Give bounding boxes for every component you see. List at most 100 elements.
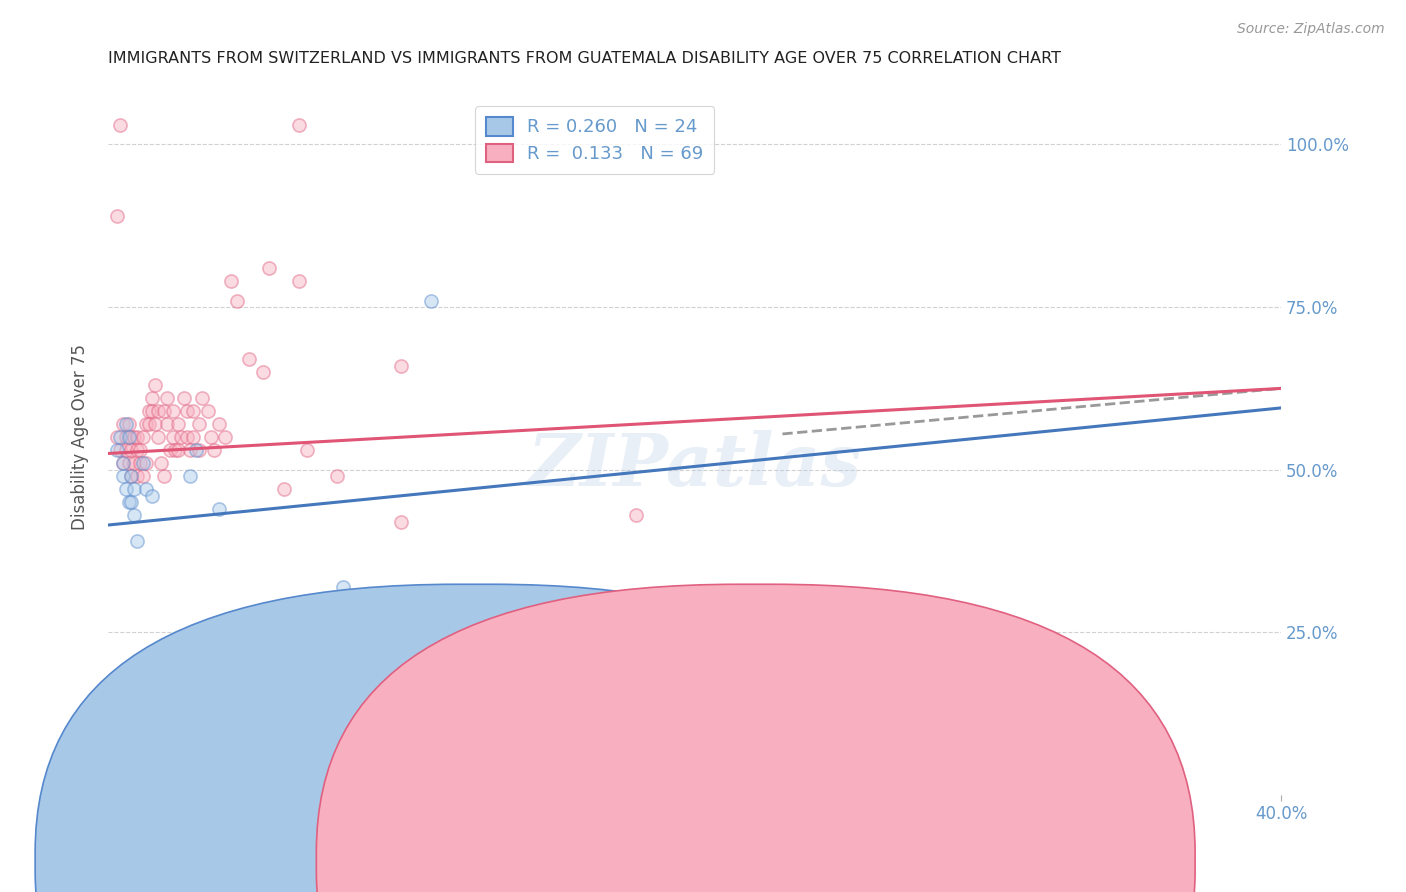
Point [162, 430, 184, 444]
Point [132, 456, 155, 470]
Point [141, 489, 163, 503]
Legend: R = 0.260   N = 24, R =  0.133   N = 69: R = 0.260 N = 24, R = 0.133 N = 69 [475, 106, 714, 174]
Point [117, 456, 139, 470]
Point [146, 430, 169, 444]
Point [176, 430, 198, 444]
Point [114, 417, 136, 432]
Point [117, 430, 139, 444]
Point [273, 639, 295, 653]
Point [138, 404, 160, 418]
Point [508, 639, 530, 653]
Point [117, 417, 139, 432]
Point [311, 639, 333, 653]
Point [287, 118, 309, 132]
Point [162, 404, 184, 418]
Point [143, 417, 166, 432]
Point [297, 443, 319, 458]
Point [184, 443, 207, 458]
Point [111, 456, 134, 470]
Point [146, 404, 169, 418]
Point [143, 378, 166, 392]
Point [111, 456, 134, 470]
Point [114, 430, 136, 444]
Point [105, 443, 128, 458]
Text: IMMIGRANTS FROM SWITZERLAND VS IMMIGRANTS FROM GUATEMALA DISABILITY AGE OVER 75 : IMMIGRANTS FROM SWITZERLAND VS IMMIGRANT… [108, 51, 1062, 66]
Point [156, 417, 179, 432]
Point [654, 632, 676, 646]
Point [176, 404, 198, 418]
Point [287, 274, 309, 288]
Point [273, 482, 295, 496]
Point [120, 430, 142, 444]
Point [187, 417, 209, 432]
Point [197, 404, 219, 418]
Point [208, 651, 231, 665]
Point [124, 482, 146, 496]
Point [419, 293, 441, 308]
Point [141, 404, 163, 418]
Point [179, 469, 201, 483]
Point [889, 632, 911, 646]
Point [129, 456, 152, 470]
Point [243, 651, 266, 665]
Point [149, 456, 172, 470]
Point [111, 469, 134, 483]
Point [325, 469, 347, 483]
Point [127, 443, 149, 458]
Point [191, 391, 214, 405]
Point [132, 469, 155, 483]
Point [181, 404, 204, 418]
Point [141, 391, 163, 405]
Point [208, 501, 231, 516]
Point [127, 469, 149, 483]
Point [129, 443, 152, 458]
Point [108, 430, 131, 444]
Point [222, 651, 245, 665]
Point [238, 352, 260, 367]
Point [173, 391, 195, 405]
Point [219, 274, 242, 288]
Text: ZIPatlas: ZIPatlas [527, 430, 862, 501]
Point [114, 482, 136, 496]
Point [389, 359, 412, 373]
Point [127, 430, 149, 444]
Point [508, 625, 530, 640]
Point [152, 404, 174, 418]
Point [202, 443, 225, 458]
Point [105, 430, 128, 444]
Point [259, 260, 281, 275]
Point [111, 417, 134, 432]
Point [124, 430, 146, 444]
Point [135, 417, 157, 432]
Point [226, 293, 249, 308]
Point [127, 534, 149, 549]
Point [214, 430, 236, 444]
Point [159, 443, 181, 458]
Point [138, 417, 160, 432]
Point [200, 430, 222, 444]
Text: Source: ZipAtlas.com: Source: ZipAtlas.com [1237, 22, 1385, 37]
Point [179, 443, 201, 458]
Point [120, 469, 142, 483]
Point [120, 443, 142, 458]
Point [187, 443, 209, 458]
Point [610, 639, 633, 653]
Point [165, 443, 187, 458]
Point [120, 495, 142, 509]
Point [108, 118, 131, 132]
Point [252, 365, 274, 379]
Point [135, 456, 157, 470]
Point [624, 508, 647, 523]
Point [389, 515, 412, 529]
Point [152, 469, 174, 483]
Point [135, 482, 157, 496]
Point [281, 651, 304, 665]
Point [167, 443, 190, 458]
Point [132, 430, 155, 444]
Point [332, 580, 354, 594]
Point [167, 417, 190, 432]
Text: Immigrants from Switzerland: Immigrants from Switzerland [506, 854, 728, 868]
Point [156, 391, 179, 405]
Point [105, 209, 128, 223]
Point [170, 430, 193, 444]
